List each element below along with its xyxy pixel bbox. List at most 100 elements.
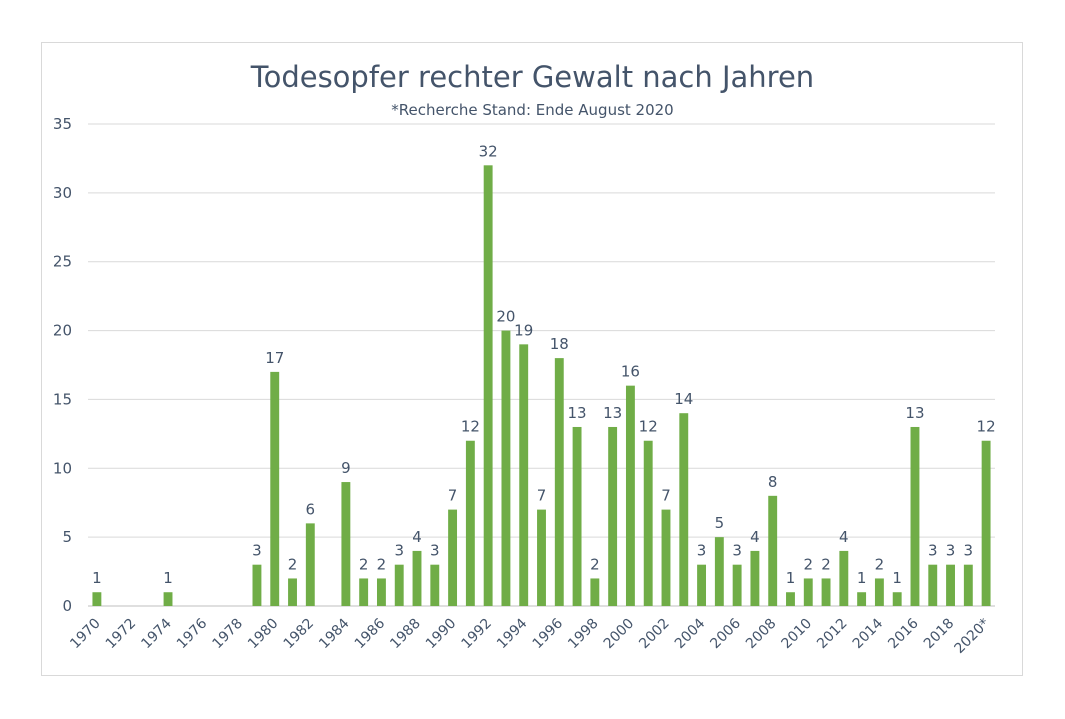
chart-subtitle: *Recherche Stand: Ende August 2020 <box>391 101 674 119</box>
data-label-2019: 3 <box>964 542 974 560</box>
bar-2005 <box>714 537 724 606</box>
bar-1995 <box>537 509 546 606</box>
data-label-2008: 8 <box>768 473 778 491</box>
x-tick-label: 2010 <box>779 616 816 653</box>
data-label-1999: 13 <box>603 404 622 422</box>
bar-1999 <box>608 426 618 606</box>
bar-2015 <box>892 592 902 606</box>
bar-1979 <box>252 564 262 606</box>
data-label-1974: 1 <box>163 569 173 587</box>
bar-1981 <box>288 578 297 606</box>
bar-2006 <box>732 564 742 606</box>
bar-1990 <box>448 509 458 606</box>
data-label-1986: 2 <box>377 555 387 573</box>
bar-1991 <box>465 440 475 606</box>
data-label-2020*: 12 <box>977 418 996 436</box>
bar-1986 <box>376 578 386 606</box>
y-tick-label: 0 <box>62 597 72 615</box>
x-tick-label: 2008 <box>743 616 780 653</box>
x-tick-label: 1992 <box>458 616 495 653</box>
x-tick-label: 2002 <box>636 616 673 653</box>
data-label-2012: 4 <box>839 528 849 546</box>
data-label-2013: 1 <box>857 569 867 587</box>
bar-2014 <box>874 578 884 606</box>
bar-1988 <box>412 550 422 606</box>
bar-1994 <box>519 344 529 606</box>
bar-2012 <box>839 550 849 606</box>
bar-1974 <box>163 592 173 606</box>
bar-1970 <box>92 592 102 606</box>
x-tick-label: 2020* <box>951 616 992 657</box>
x-tick-label: 1994 <box>494 615 531 652</box>
y-tick-label: 35 <box>53 115 72 133</box>
bar-1992 <box>483 165 493 607</box>
x-tick-label: 2016 <box>885 615 922 652</box>
data-label-1992: 32 <box>479 142 498 160</box>
bar-1996 <box>554 358 564 606</box>
x-tick-label: 1976 <box>174 615 211 652</box>
y-tick-label: 25 <box>53 253 72 271</box>
data-label-1988: 4 <box>412 528 422 546</box>
x-axis-ticks: 1970 1972 1974 1976 1978 1980 1982 1984 1986 1988… <box>67 615 993 657</box>
bar-2013 <box>857 592 867 606</box>
data-label-2004: 3 <box>697 542 707 560</box>
data-label-2000: 16 <box>621 363 640 381</box>
bars <box>92 165 991 607</box>
x-tick-label: 2014 <box>850 615 887 652</box>
bar-1998 <box>590 578 600 606</box>
x-tick-label: 1990 <box>423 616 460 653</box>
bar-1985 <box>359 578 369 606</box>
data-label-2005: 5 <box>715 514 725 532</box>
data-label-1994: 19 <box>514 321 533 339</box>
data-label-1982: 6 <box>306 500 316 518</box>
bar-2008 <box>768 495 778 606</box>
x-tick-label: 1986 <box>352 615 389 652</box>
data-label-2001: 12 <box>639 418 658 436</box>
y-tick-label: 5 <box>62 528 72 546</box>
bar-2020* <box>981 440 991 606</box>
data-label-1980: 17 <box>265 349 284 367</box>
x-tick-label: 2004 <box>672 615 709 652</box>
data-label-2007: 4 <box>750 528 760 546</box>
y-tick-label: 30 <box>53 184 72 202</box>
data-label-1996: 18 <box>550 335 569 353</box>
data-label-1998: 2 <box>590 555 600 573</box>
data-label-2009: 1 <box>786 569 796 587</box>
bar-1987 <box>394 564 404 606</box>
bar-2019 <box>963 564 973 606</box>
bar-2017 <box>928 564 938 606</box>
data-label-2014: 2 <box>875 555 885 573</box>
bar-2007 <box>750 550 760 606</box>
x-tick-label: 1998 <box>565 616 602 653</box>
bar-1982 <box>305 523 315 606</box>
x-tick-label: 2000 <box>601 616 638 653</box>
x-tick-label: 2006 <box>707 615 744 652</box>
bar-1997 <box>572 426 582 606</box>
data-label-1987: 3 <box>394 542 404 560</box>
data-label-2016: 13 <box>905 404 924 422</box>
data-label-1990: 7 <box>448 487 458 505</box>
bar-2001 <box>643 440 653 606</box>
data-label-2010: 2 <box>803 555 813 573</box>
bar-2011 <box>821 578 831 606</box>
data-label-1991: 12 <box>461 418 480 436</box>
data-label-2011: 2 <box>821 555 831 573</box>
data-label-2003: 14 <box>674 390 693 408</box>
data-label-1970: 1 <box>92 569 102 587</box>
data-label-1993: 20 <box>496 308 515 326</box>
bar-1980 <box>270 371 280 606</box>
bar-2010 <box>803 578 813 606</box>
y-tick-label: 15 <box>53 390 72 408</box>
chart-frame <box>41 42 1023 676</box>
x-tick-label: 1984 <box>316 615 353 652</box>
x-tick-label: 1972 <box>103 616 140 653</box>
data-label-2002: 7 <box>661 487 671 505</box>
x-tick-label: 1982 <box>281 616 318 653</box>
bar-2000 <box>625 385 635 606</box>
data-label-2018: 3 <box>946 542 956 560</box>
data-label-1984: 9 <box>341 459 351 477</box>
data-label-1985: 2 <box>359 555 369 573</box>
x-tick-label: 1978 <box>209 616 246 653</box>
